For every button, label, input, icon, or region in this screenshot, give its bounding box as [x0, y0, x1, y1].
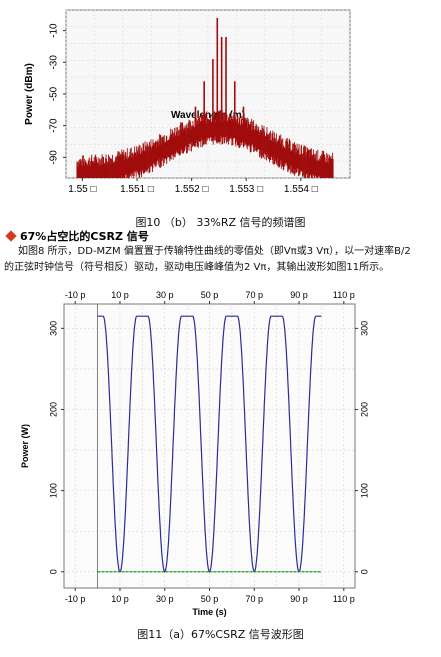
- waveform-chart: -10 p -10 p 10 p 10 p 30 p 30 p 50 p 50 p 70 p 70…: [20, 290, 369, 617]
- y-tick-label: -50: [49, 86, 60, 101]
- y-tick-label: 0: [48, 569, 58, 574]
- paragraph-line-1: 如图8 所示，DD-MZM 偏置置于传输特性曲线的零值处（即Vπ或3 Vπ），以…: [18, 246, 411, 257]
- y-axis-label: Power (W): [20, 424, 30, 468]
- y-axis-label: Power (dBm): [24, 63, 35, 125]
- y-tick-label: 100: [48, 483, 58, 498]
- y-tick-label: 300: [48, 321, 58, 336]
- x-tick-label: 1.553 □: [229, 184, 263, 195]
- y-tick-label: 200: [48, 402, 58, 417]
- x-tick-label-top: 50 p: [201, 290, 219, 300]
- red-diamond-icon: [5, 230, 17, 242]
- y-tick-label: -70: [49, 118, 60, 133]
- y-tick-label-right: 200: [359, 402, 369, 417]
- x-tick-label: -10 p: [65, 594, 86, 604]
- x-tick-label: 1.55 □: [68, 184, 96, 195]
- x-tick-label-top: 30 p: [156, 290, 174, 300]
- x-axis-label: Time (s): [192, 607, 226, 617]
- y-tick-label: -30: [49, 55, 60, 70]
- x-axis-label: Wavelength (m): [171, 110, 245, 121]
- paragraph-line-2: 的正弦时钟信号（符号相反）驱动，驱动电压峰峰值为2 Vπ，其输出波形如图11所示…: [4, 262, 390, 273]
- y-tick-label: -90: [49, 150, 60, 165]
- section-title: 67%占空比的CSRZ 信号: [20, 230, 149, 243]
- x-tick-label: 30 p: [156, 594, 174, 604]
- x-tick-label-top: 90 p: [290, 290, 308, 300]
- spectrum-chart: -10 -30 -50 -70 -90 1.55 □ 1.551 □ 1.552 □ 1.553…: [24, 9, 351, 195]
- figure-11-caption: 图11（a）67%CSRZ 信号波形图: [137, 628, 304, 641]
- x-tick-label-top: 110 p: [333, 290, 355, 300]
- x-tick-label: 110 p: [333, 594, 355, 604]
- y-tick-label-right: 0: [359, 569, 369, 574]
- y-tick-label-right: 300: [359, 321, 369, 336]
- section-heading: 67%占空比的CSRZ 信号: [4, 228, 149, 244]
- body-paragraph: 如图8 所示，DD-MZM 偏置置于传输特性曲线的零值处（即Vπ或3 Vπ），以…: [4, 244, 437, 276]
- figure-10-caption: 图10 （b） 33%RZ 信号的频谱图: [135, 216, 306, 229]
- x-tick-label: 1.551 □: [120, 184, 154, 195]
- x-tick-label: 1.552 □: [175, 184, 209, 195]
- x-tick-label-top: -10 p: [65, 290, 86, 300]
- x-tick-label: 10 p: [111, 594, 129, 604]
- waveform-series: [97, 315, 322, 573]
- x-tick-label-top: 70 p: [246, 290, 264, 300]
- x-tick-label: 70 p: [246, 594, 264, 604]
- y-tick-label-right: 100: [359, 483, 369, 498]
- spectrum-series: [76, 17, 334, 178]
- x-tick-label-top: 10 p: [111, 290, 129, 300]
- x-tick-label: 1.554 □: [284, 184, 318, 195]
- y-tick-label: -10: [49, 23, 60, 38]
- x-tick-label: 50 p: [201, 594, 219, 604]
- x-tick-label: 90 p: [290, 594, 308, 604]
